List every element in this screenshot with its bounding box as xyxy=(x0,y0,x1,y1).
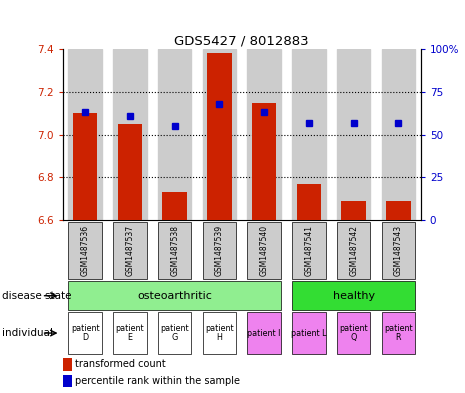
Bar xyxy=(113,222,146,279)
Text: patient
H: patient H xyxy=(205,324,234,342)
Text: patient
R: patient R xyxy=(384,324,413,342)
Title: GDS5427 / 8012883: GDS5427 / 8012883 xyxy=(174,35,309,48)
Bar xyxy=(292,312,325,354)
Bar xyxy=(382,312,415,354)
Text: patient
G: patient G xyxy=(160,324,189,342)
Text: patient I: patient I xyxy=(247,329,281,338)
Bar xyxy=(68,281,281,310)
Bar xyxy=(203,312,236,354)
Bar xyxy=(113,312,146,354)
Text: healthy: healthy xyxy=(332,291,375,301)
Bar xyxy=(68,312,102,354)
Bar xyxy=(247,49,281,220)
Text: GSM1487539: GSM1487539 xyxy=(215,225,224,276)
Text: GSM1487540: GSM1487540 xyxy=(259,225,269,276)
Text: patient L: patient L xyxy=(291,329,327,338)
Bar xyxy=(203,222,236,279)
Text: individual: individual xyxy=(2,328,53,338)
Bar xyxy=(337,312,371,354)
Bar xyxy=(73,113,98,220)
Bar xyxy=(292,49,325,220)
Bar xyxy=(158,312,192,354)
Bar xyxy=(292,281,415,310)
Bar xyxy=(158,49,192,220)
Bar xyxy=(247,312,281,354)
Text: GSM1487538: GSM1487538 xyxy=(170,225,179,276)
Text: patient
E: patient E xyxy=(116,324,144,342)
Bar xyxy=(162,192,187,220)
Bar xyxy=(252,103,277,220)
Bar xyxy=(118,124,142,220)
Text: GSM1487542: GSM1487542 xyxy=(349,225,358,276)
Text: osteoarthritic: osteoarthritic xyxy=(137,291,212,301)
Text: GSM1487543: GSM1487543 xyxy=(394,225,403,276)
Bar xyxy=(382,49,415,220)
Text: patient
D: patient D xyxy=(71,324,100,342)
Text: disease state: disease state xyxy=(2,291,72,301)
Bar xyxy=(386,201,411,220)
Bar xyxy=(297,184,321,220)
Bar xyxy=(68,49,102,220)
Bar xyxy=(63,358,72,371)
Bar xyxy=(158,222,192,279)
Text: percentile rank within the sample: percentile rank within the sample xyxy=(75,376,240,386)
Text: GSM1487541: GSM1487541 xyxy=(305,225,313,276)
Text: transformed count: transformed count xyxy=(75,359,166,369)
Bar xyxy=(207,53,232,220)
Bar xyxy=(337,49,371,220)
Bar xyxy=(203,49,236,220)
Bar xyxy=(113,49,146,220)
Bar xyxy=(68,222,102,279)
Bar xyxy=(63,375,72,387)
Bar xyxy=(247,222,281,279)
Bar xyxy=(382,222,415,279)
Bar xyxy=(341,201,366,220)
Text: GSM1487537: GSM1487537 xyxy=(126,225,134,276)
Bar xyxy=(337,222,371,279)
Text: GSM1487536: GSM1487536 xyxy=(80,225,90,276)
Text: patient
Q: patient Q xyxy=(339,324,368,342)
Bar xyxy=(292,222,325,279)
